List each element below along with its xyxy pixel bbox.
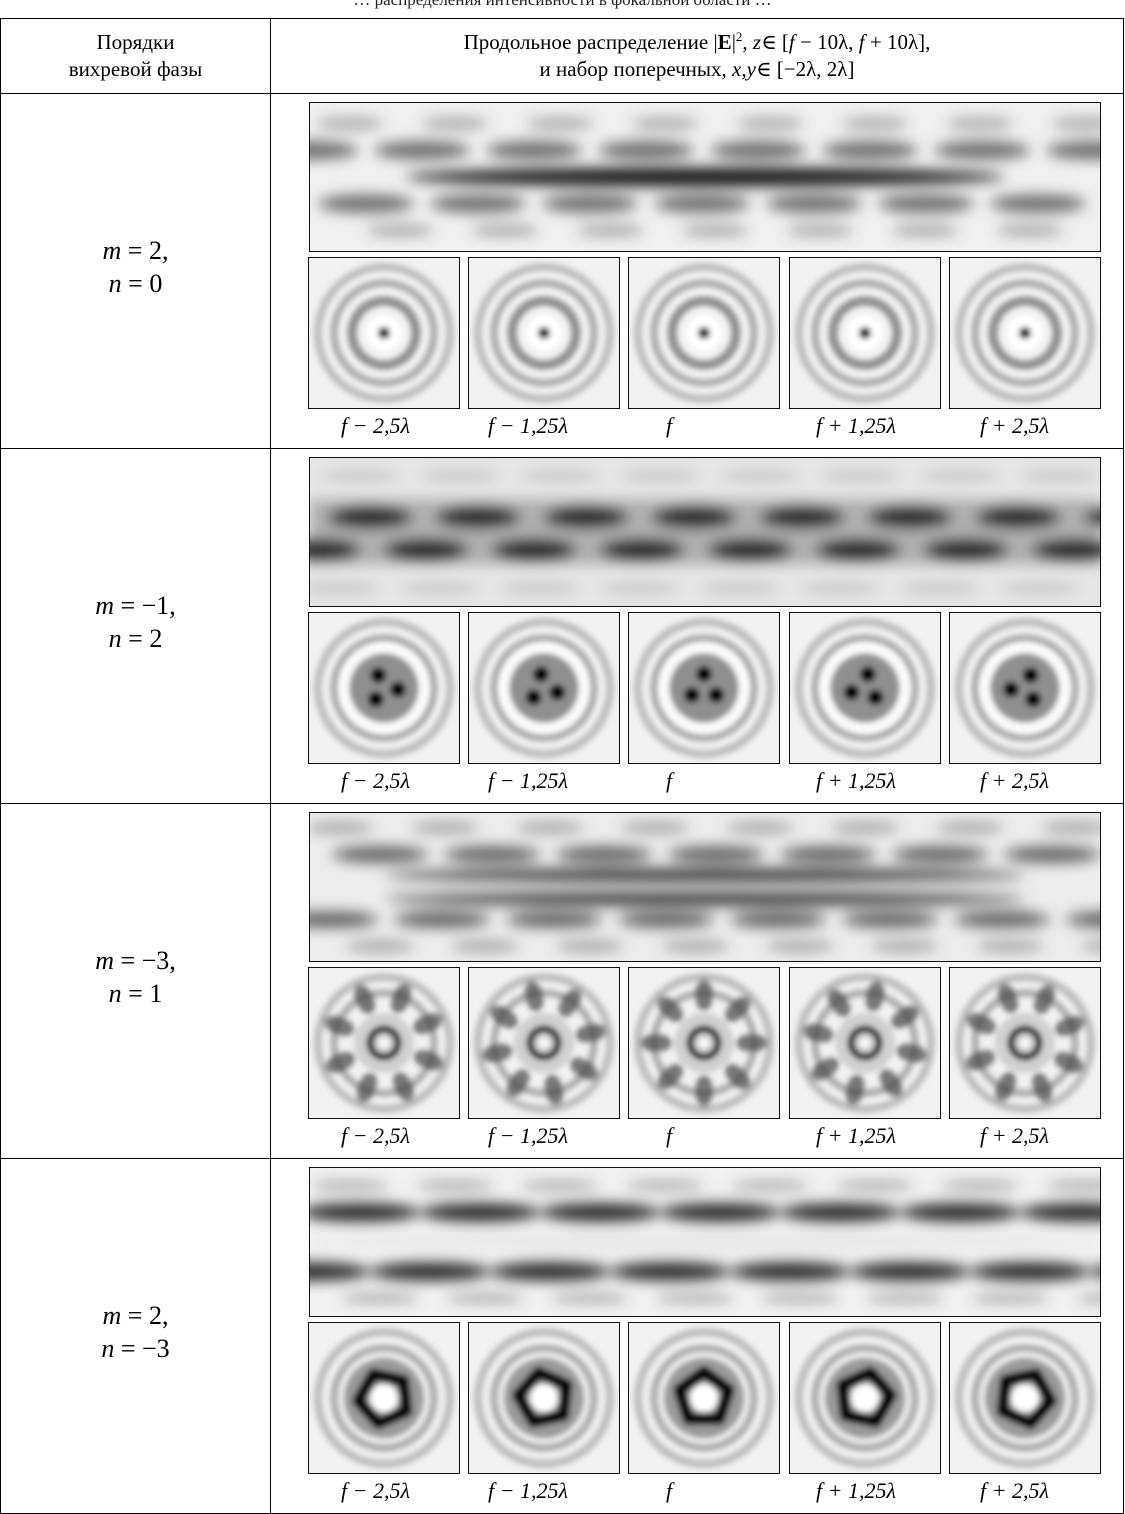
- transverse-intensity-image: [468, 257, 620, 409]
- table-row: m = −1, n = 2 f − 2,5λ f − 1,25λ f f + 1…: [0, 448, 1124, 804]
- transverse-intensity-image: [308, 1322, 460, 1474]
- transverse-intensity-image: [789, 967, 941, 1119]
- transverse-pattern: [790, 968, 940, 1118]
- transverse-pattern: [790, 1323, 940, 1473]
- transverse-intensity-image: [308, 257, 460, 409]
- transverse-pattern: [469, 613, 619, 763]
- figure-cell: f − 2,5λ f − 1,25λ f f + 1,25λ f + 2,5λ: [270, 448, 1124, 804]
- table-row: m = 2, n = 0 f − 2,5λ f − 1,25λ f f + 1,…: [0, 93, 1124, 449]
- z-plane-label: f − 2,5λ: [341, 1123, 410, 1148]
- longitudinal-pattern: [310, 103, 1100, 251]
- transverse-pattern: [629, 613, 779, 763]
- transverse-pattern: [309, 613, 459, 763]
- figure-cell: f − 2,5λ f − 1,25λ f f + 1,25λ f + 2,5λ: [270, 803, 1124, 1159]
- z-plane-label: f − 1,25λ: [488, 1478, 568, 1503]
- figure-cell: f − 2,5λ f − 1,25λ f f + 1,25λ f + 2,5λ: [270, 1158, 1124, 1514]
- z-plane-label: f: [666, 768, 673, 793]
- longitudinal-pattern: [310, 458, 1100, 606]
- vortex-order-label: m = −3, n = 1: [0, 803, 271, 1159]
- results-table: Порядки вихревой фазы Продольное распред…: [0, 18, 1124, 1514]
- transverse-intensity-image: [949, 257, 1101, 409]
- z-plane-label: f + 1,25λ: [816, 1478, 896, 1503]
- z-plane-label: f: [666, 1123, 673, 1148]
- z-plane-label: f + 1,25λ: [816, 1123, 896, 1148]
- transverse-pattern: [629, 968, 779, 1118]
- vortex-order-label: m = 2, n = −3: [0, 1158, 271, 1514]
- transverse-pattern: [950, 968, 1100, 1118]
- longitudinal-intensity-image: [309, 102, 1101, 252]
- transverse-intensity-image: [468, 967, 620, 1119]
- transverse-intensity-image: [308, 967, 460, 1119]
- z-plane-label: f + 2,5λ: [980, 1123, 1049, 1148]
- header-distributions: Продольное распределение |E|2, z∈ [f − 1…: [270, 18, 1124, 94]
- transverse-intensity-image: [628, 257, 780, 409]
- z-plane-label: f + 2,5λ: [980, 413, 1049, 438]
- longitudinal-intensity-image: [309, 457, 1101, 607]
- transverse-intensity-image: [949, 612, 1101, 764]
- z-plane-label: f + 1,25λ: [816, 768, 896, 793]
- z-plane-label: f + 2,5λ: [980, 1478, 1049, 1503]
- transverse-pattern: [309, 258, 459, 408]
- transverse-intensity-image: [308, 612, 460, 764]
- z-plane-label: f − 1,25λ: [488, 768, 568, 793]
- transverse-intensity-image: [949, 1322, 1101, 1474]
- longitudinal-pattern: [310, 813, 1100, 961]
- transverse-intensity-image: [949, 967, 1101, 1119]
- z-plane-label: f − 1,25λ: [488, 413, 568, 438]
- z-plane-label: f − 1,25λ: [488, 1123, 568, 1148]
- z-plane-label: f + 2,5λ: [980, 768, 1049, 793]
- longitudinal-intensity-image: [309, 1167, 1101, 1317]
- transverse-pattern: [309, 1323, 459, 1473]
- transverse-pattern: [469, 968, 619, 1118]
- z-plane-label: f − 2,5λ: [341, 413, 410, 438]
- figure-cell: f − 2,5λ f − 1,25λ f f + 1,25λ f + 2,5λ: [270, 93, 1124, 449]
- transverse-pattern: [950, 258, 1100, 408]
- transverse-pattern: [950, 613, 1100, 763]
- z-plane-label: f: [666, 1478, 673, 1503]
- transverse-intensity-image: [789, 612, 941, 764]
- transverse-intensity-image: [628, 612, 780, 764]
- longitudinal-intensity-image: [309, 812, 1101, 962]
- transverse-intensity-image: [789, 257, 941, 409]
- transverse-pattern: [950, 1323, 1100, 1473]
- vortex-order-label: m = −1, n = 2: [0, 448, 271, 804]
- z-plane-label: f − 2,5λ: [341, 1478, 410, 1503]
- z-plane-label: f + 1,25λ: [816, 413, 896, 438]
- transverse-pattern: [790, 613, 940, 763]
- caption-fragment: … распределения интенсивности в фокально…: [0, 0, 1125, 18]
- table-row: m = 2, n = −3 f − 2,5λ f − 1,25λ f f + 1…: [0, 1158, 1124, 1514]
- transverse-pattern: [790, 258, 940, 408]
- transverse-intensity-image: [789, 1322, 941, 1474]
- transverse-pattern: [629, 1323, 779, 1473]
- transverse-pattern: [469, 258, 619, 408]
- transverse-intensity-image: [468, 612, 620, 764]
- transverse-pattern: [309, 968, 459, 1118]
- transverse-intensity-image: [468, 1322, 620, 1474]
- transverse-intensity-image: [628, 967, 780, 1119]
- z-plane-label: f − 2,5λ: [341, 768, 410, 793]
- transverse-pattern: [629, 258, 779, 408]
- header-vortex-orders: Порядки вихревой фазы: [0, 18, 271, 94]
- longitudinal-pattern: [310, 1168, 1100, 1316]
- transverse-intensity-image: [628, 1322, 780, 1474]
- table-row: m = −3, n = 1 f − 2,5λ f − 1,25λ f f + 1…: [0, 803, 1124, 1159]
- transverse-pattern: [469, 1323, 619, 1473]
- z-plane-label: f: [666, 413, 673, 438]
- header-row: Порядки вихревой фазы Продольное распред…: [0, 18, 1124, 94]
- vortex-order-label: m = 2, n = 0: [0, 93, 271, 449]
